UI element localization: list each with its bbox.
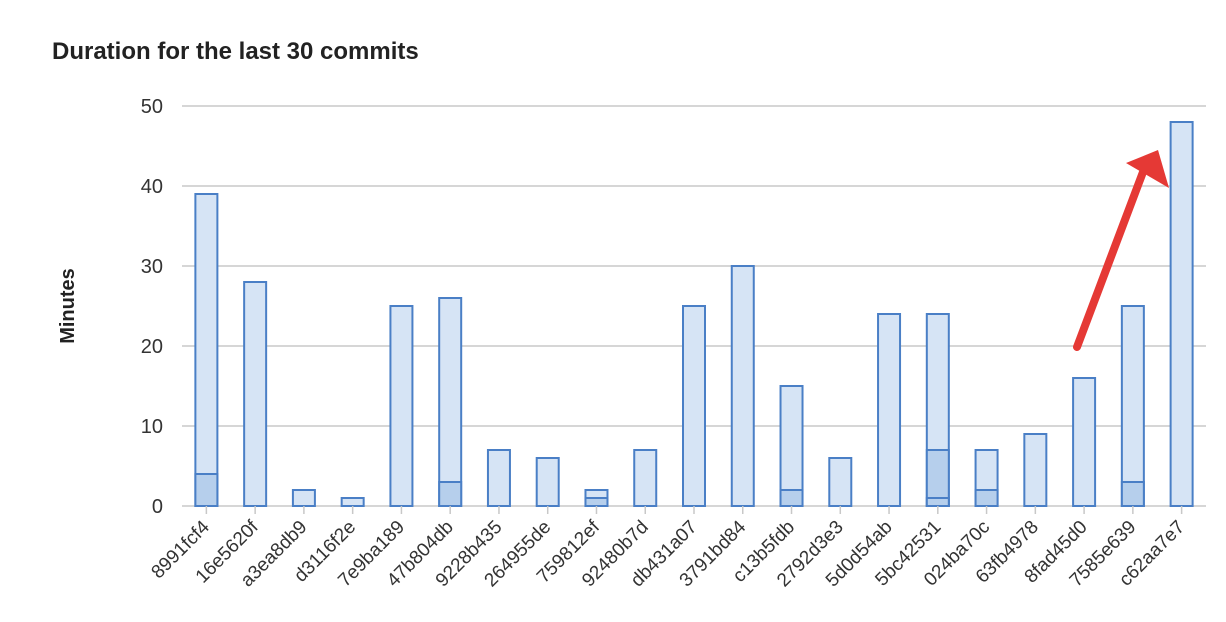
bar-264955de xyxy=(535,457,560,507)
arrow-annotation xyxy=(1073,150,1169,351)
bar-63fb4978 xyxy=(1023,433,1048,507)
bar-3791bd84 xyxy=(730,265,755,507)
x-axis-ticks: 8991fcf416e5620fa3ea8db9d3116f2e7e9ba189… xyxy=(148,506,1189,591)
bar-8fad45d0 xyxy=(1072,377,1097,507)
bar-759812ef-segment-1 xyxy=(584,497,609,507)
bar-c13b5fdb-segment-1 xyxy=(779,489,804,507)
bar-c62aa7e7 xyxy=(1169,121,1194,507)
bar-db431a07 xyxy=(682,305,706,507)
bar-16e5620f xyxy=(243,281,268,507)
y-tick-label: 50 xyxy=(141,96,163,118)
y-tick-label: 0 xyxy=(152,496,163,518)
bar-92480b7d xyxy=(633,449,658,507)
bar-9228b435 xyxy=(486,449,511,507)
bar-2792d3e3 xyxy=(828,457,853,507)
bars xyxy=(194,121,1194,507)
bar-d3116f2e xyxy=(340,497,365,507)
bar-024ba70c-segment-1 xyxy=(974,489,999,507)
bar-5d0d54ab xyxy=(877,313,902,507)
bar-5bc42531-segment-2 xyxy=(925,497,950,507)
y-axis-label: Minutes xyxy=(57,268,79,344)
bar-c13b5fdb xyxy=(779,385,804,507)
chart-title: Duration for the last 30 commits xyxy=(52,38,419,65)
arrow-head xyxy=(1126,150,1169,188)
y-axis-ticks: 0 10 20 30 40 50 xyxy=(141,96,163,518)
bar-a3ea8db9 xyxy=(291,489,316,507)
bar-47b804db-segment-1 xyxy=(438,481,463,507)
bar-47b804db xyxy=(438,297,463,507)
y-tick-label: 20 xyxy=(141,336,163,358)
bar-7585e639-segment-1 xyxy=(1120,481,1145,507)
bar-8991fcf4-segment-1 xyxy=(194,473,219,507)
y-tick-label: 10 xyxy=(141,416,163,438)
bar-7585e639 xyxy=(1120,305,1145,507)
arrow-shaft xyxy=(1073,168,1147,351)
bar-7e9ba189 xyxy=(389,305,414,507)
bar-8991fcf4 xyxy=(194,193,219,507)
y-tick-label: 40 xyxy=(141,176,163,198)
y-tick-label: 30 xyxy=(141,256,163,278)
